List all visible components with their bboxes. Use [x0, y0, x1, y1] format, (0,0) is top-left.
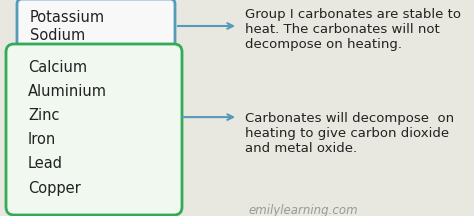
Text: Calcium: Calcium	[28, 60, 87, 76]
FancyBboxPatch shape	[17, 0, 175, 53]
Text: heat. The carbonates will not: heat. The carbonates will not	[245, 23, 440, 36]
Text: and metal oxide.: and metal oxide.	[245, 142, 357, 155]
Text: heating to give carbon dioxide: heating to give carbon dioxide	[245, 127, 449, 140]
Text: Zinc: Zinc	[28, 108, 60, 124]
Text: Iron: Iron	[28, 132, 56, 148]
Text: Group I carbonates are stable to: Group I carbonates are stable to	[245, 8, 461, 21]
Text: Sodium: Sodium	[30, 29, 85, 43]
Text: Potassium: Potassium	[30, 10, 105, 24]
Text: emilylearning.com: emilylearning.com	[248, 204, 357, 216]
Text: Aluminium: Aluminium	[28, 84, 107, 100]
Text: Carbonates will decompose  on: Carbonates will decompose on	[245, 112, 454, 125]
Text: decompose on heating.: decompose on heating.	[245, 38, 402, 51]
Text: Lead: Lead	[28, 157, 63, 172]
Text: Copper: Copper	[28, 181, 81, 195]
FancyBboxPatch shape	[6, 44, 182, 215]
